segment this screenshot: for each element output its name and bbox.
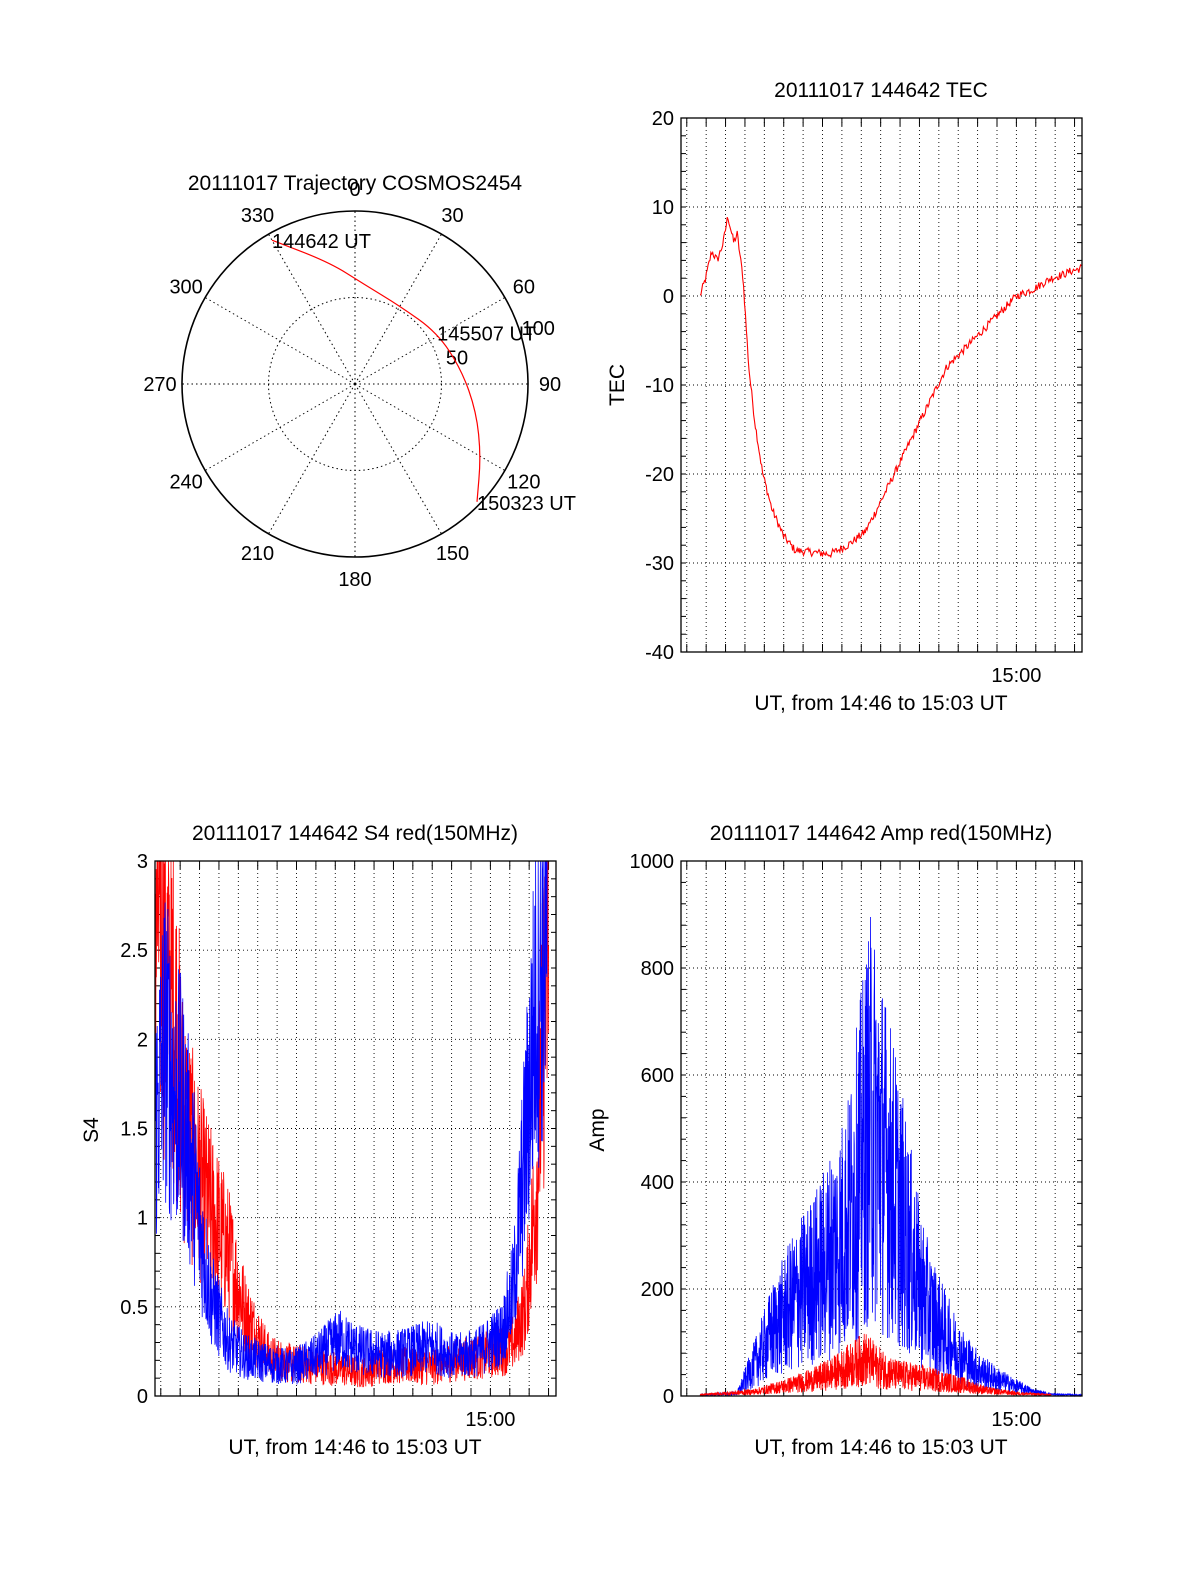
tec-x-axis-label: UT, from 14:46 to 15:03 UT [754, 692, 1007, 715]
tec-x-tick-label: 15:00 [991, 665, 1041, 687]
s4-x-ticks: 15:00 [465, 1409, 515, 1431]
tec-x-ticks: 15:00 [991, 665, 1041, 687]
trajectory-annotations: 144642 UT 145507 UT 150323 UT [272, 231, 576, 515]
amp-x-tick-label: 15:00 [991, 1409, 1041, 1431]
amp-y-axis-label: Amp [586, 1108, 609, 1151]
polar-angle-label: 270 [143, 374, 176, 396]
polar-spoke [268, 233, 356, 385]
tec-y-ticks: 20 10 0 -10 -20 -30 -40 [645, 108, 674, 664]
polar-angle-label: 150 [436, 543, 469, 565]
polar-angle-label: 60 [513, 277, 535, 299]
s4-y-tick-label: 3 [137, 851, 148, 873]
polar-angle-label: 330 [241, 205, 274, 227]
amp-plot-frame [680, 860, 1083, 1397]
amp-y-tick-label: 1000 [630, 851, 675, 873]
s4-y-tick-label: 0 [137, 1386, 148, 1408]
polar-angle-label: 120 [507, 472, 540, 494]
tec-y-tick-label: -10 [645, 375, 674, 397]
tec-plot-frame [680, 117, 1083, 653]
amp-chart: 20111017 144642 Amp red(150MHz) 0 200 400 6… [586, 822, 1083, 1459]
trajectory-time-label: 144642 UT [272, 231, 371, 253]
polar-angle-label: 300 [169, 277, 202, 299]
polar-angle-label: 210 [241, 543, 274, 565]
s4-y-tick-label: 2.5 [120, 940, 148, 962]
polar-chart-title: 20111017 Trajectory COSMOS2454 [188, 172, 523, 195]
polar-radius-labels: 50 100 [446, 318, 555, 370]
trajectory-time-label: 150323 UT [477, 493, 576, 515]
s4-y-ticks: 0 0.5 1 1.5 2 2.5 3 [120, 851, 148, 1408]
polar-grid [181, 210, 529, 558]
amp-red-series-line [699, 1333, 1052, 1398]
amp-y-tick-label: 0 [663, 1386, 674, 1408]
amp-y-tick-label: 400 [641, 1172, 674, 1194]
tec-y-tick-label: -20 [645, 464, 674, 486]
s4-chart: 20111017 144642 S4 red(150MHz) 0 0.5 1 1.5 2… [80, 822, 557, 1459]
tec-chart-title: 20111017 144642 TEC [774, 79, 988, 102]
tec-series [700, 217, 1082, 559]
amp-y-tick-label: 600 [641, 1065, 674, 1087]
s4-y-tick-label: 1.5 [120, 1119, 148, 1141]
polar-angle-label: 180 [338, 569, 371, 591]
trajectory-time-label: 145507 UT [437, 324, 536, 346]
s4-y-tick-label: 0.5 [120, 1297, 148, 1319]
s4-chart-title: 20111017 144642 S4 red(150MHz) [192, 822, 518, 845]
amp-series [699, 916, 1082, 1398]
amp-y-tick-label: 800 [641, 958, 674, 980]
polar-radius-label: 100 [522, 318, 555, 340]
amp-grid [681, 860, 1082, 1397]
s4-y-tick-label: 1 [137, 1208, 148, 1230]
polar-spoke [354, 383, 506, 471]
tec-y-axis-label: TEC [606, 364, 629, 406]
s4-y-axis-label: S4 [80, 1117, 103, 1143]
polar-radius-label: 50 [446, 347, 468, 369]
tec-chart: 20111017 144642 TEC 20 10 0 -10 -20 -30 -40 15… [606, 79, 1083, 715]
polar-angle-label: 90 [539, 374, 561, 396]
polar-outer-circle [181, 210, 529, 558]
s4-y-tick-label: 2 [137, 1029, 148, 1051]
polar-trajectory-chart: 20111017 Trajectory COSMOS2454 0 30 60 90 12… [143, 172, 576, 591]
amp-blue-series-line [699, 916, 1082, 1398]
tec-y-tick-label: -40 [645, 642, 674, 664]
polar-spoke [204, 383, 356, 471]
polar-spoke [354, 297, 506, 385]
s4-blue-series-line [154, 860, 549, 1385]
s4-series [154, 860, 549, 1388]
amp-x-axis-label: UT, from 14:46 to 15:03 UT [754, 1436, 1007, 1459]
tec-grid [681, 117, 1082, 653]
amp-chart-title: 20111017 144642 Amp red(150MHz) [710, 822, 1052, 845]
s4-x-tick-label: 15:00 [465, 1409, 515, 1431]
polar-spoke [354, 233, 442, 385]
amp-x-ticks: 15:00 [991, 1409, 1041, 1431]
polar-spoke [354, 383, 442, 535]
tec-y-tick-label: 20 [652, 108, 674, 130]
polar-spoke [268, 383, 356, 535]
amp-y-ticks: 0 200 400 600 800 1000 [630, 851, 675, 1408]
polar-angle-label: 240 [169, 472, 202, 494]
s4-x-axis-label: UT, from 14:46 to 15:03 UT [228, 1436, 481, 1459]
amp-y-tick-label: 200 [641, 1279, 674, 1301]
tec-y-tick-label: 0 [663, 286, 674, 308]
tec-y-tick-label: -30 [645, 553, 674, 575]
polar-angle-label: 0 [349, 179, 360, 201]
polar-angle-label: 30 [441, 205, 463, 227]
trajectory-line [271, 239, 481, 502]
tec-series-line [700, 217, 1082, 559]
polar-spoke [204, 297, 356, 385]
tec-y-tick-label: 10 [652, 197, 674, 219]
s4-plot-frame [154, 860, 557, 1397]
polar-angle-labels: 0 30 60 90 120 150 180 210 240 270 300 330 [143, 179, 561, 591]
